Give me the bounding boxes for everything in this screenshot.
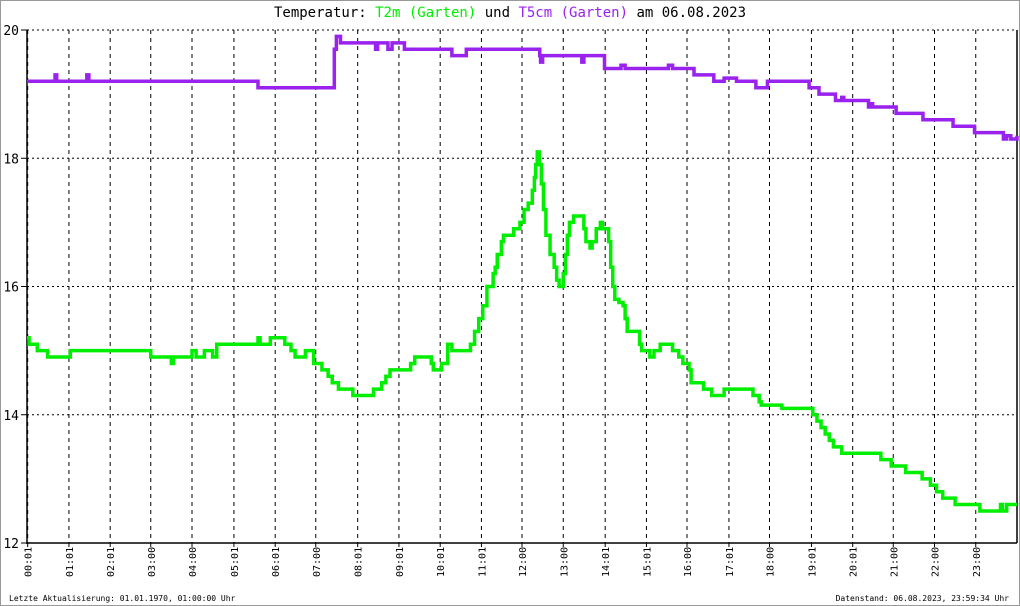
y-tick-label: 20 bbox=[3, 24, 19, 39]
y-tick-label: 12 bbox=[3, 537, 19, 552]
x-tick-label: 10:01 bbox=[436, 547, 447, 577]
x-tick-label: 13:00 bbox=[559, 547, 570, 577]
x-tick-label: 09:01 bbox=[395, 547, 406, 577]
title-series-t2m: T2m (Garten) bbox=[375, 5, 477, 21]
x-tick-label: 20:01 bbox=[849, 547, 860, 577]
x-tick-label: 14:01 bbox=[601, 547, 612, 577]
x-tick-label: 12:00 bbox=[518, 547, 529, 577]
x-tick-label: 22:00 bbox=[931, 547, 942, 577]
x-tick-label: 08:01 bbox=[354, 547, 365, 577]
title-middle: und bbox=[476, 5, 519, 21]
title-suffix: am 06.08.2023 bbox=[628, 5, 747, 21]
y-tick-label: 18 bbox=[3, 152, 19, 167]
series-line-t5cm bbox=[27, 34, 1019, 141]
y-tick-label: 16 bbox=[3, 281, 19, 296]
y-tick-label: 14 bbox=[3, 409, 19, 424]
x-tick-label: 05:01 bbox=[230, 547, 241, 577]
x-tick-label: 21:00 bbox=[889, 547, 900, 577]
x-tick-label: 23:00 bbox=[972, 547, 983, 577]
x-tick-label: 02:01 bbox=[106, 547, 117, 577]
x-tick-label: 07:00 bbox=[312, 547, 323, 577]
x-tick-label: 19:01 bbox=[807, 547, 818, 577]
data-status-text: Datenstand: 06.08.2023, 23:59:34 Uhr bbox=[835, 594, 1009, 603]
title-prefix: Temperatur: bbox=[273, 5, 376, 21]
x-tick-label: 06:01 bbox=[271, 547, 282, 577]
last-update-text: Letzte Aktualisierung: 01.01.1970, 01:00… bbox=[9, 594, 236, 603]
x-tick-label: 11:01 bbox=[477, 547, 488, 577]
title-series-t5cm: T5cm (Garten) bbox=[518, 5, 629, 21]
x-tick-label: 18:00 bbox=[766, 547, 777, 577]
x-tick-label: 01:01 bbox=[65, 547, 76, 577]
x-tick-label: 03:00 bbox=[147, 547, 158, 577]
series-line-t2m bbox=[27, 150, 1017, 513]
x-tick-label: 15:01 bbox=[642, 547, 653, 577]
chart-title: Temperatur: T2m (Garten) und T5cm (Garte… bbox=[1, 5, 1019, 21]
x-tick-label: 16:00 bbox=[683, 547, 694, 577]
x-tick-label: 00:01 bbox=[24, 547, 35, 577]
x-tick-label: 17:01 bbox=[725, 547, 736, 577]
x-tick-label: 04:00 bbox=[188, 547, 199, 577]
